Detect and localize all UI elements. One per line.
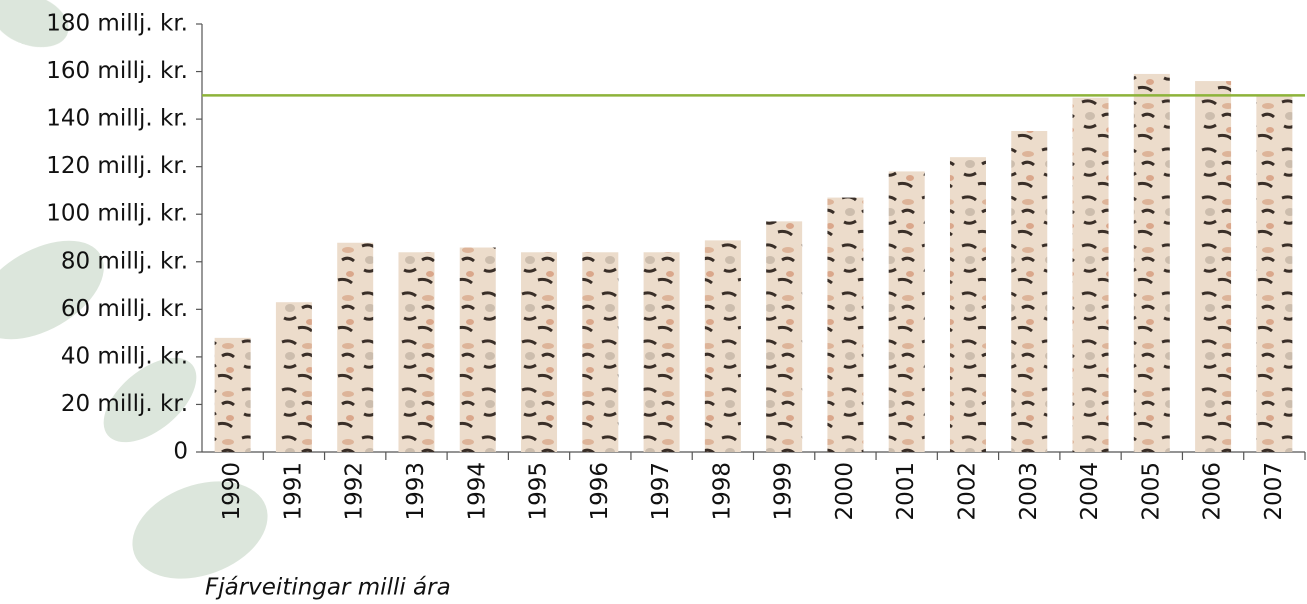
y-tick-label: 60 millj. kr.	[61, 296, 188, 322]
x-tick-label: 1996	[587, 462, 613, 521]
x-tick-label: 1992	[342, 462, 368, 521]
bar	[337, 243, 373, 452]
y-tick-label: 180 millj. kr.	[46, 11, 188, 37]
bar	[1073, 98, 1109, 452]
y-tick-label: 120 millj. kr.	[46, 153, 188, 179]
y-tick-label: 80 millj. kr.	[61, 248, 188, 274]
y-tick-label: 0	[173, 439, 188, 465]
x-axis-title: Fjárveitingar milli ára	[205, 575, 451, 601]
bar	[1195, 81, 1231, 452]
bar	[950, 157, 986, 452]
bar	[215, 338, 251, 452]
y-tick-label: 20 millj. kr.	[61, 391, 188, 417]
x-tick-label: 1998	[709, 462, 735, 521]
x-tick-label: 2002	[954, 462, 980, 521]
x-tick-label: 1990	[219, 462, 245, 521]
bar	[1134, 74, 1170, 452]
bar	[889, 171, 925, 452]
x-tick-label: 2000	[832, 462, 858, 521]
bar	[460, 248, 496, 452]
x-tick-label: 1999	[771, 462, 797, 521]
x-tick-label: 2006	[1200, 462, 1226, 521]
x-tick-label: 1993	[403, 462, 429, 521]
bar	[827, 198, 863, 452]
x-tick-label: 2003	[1016, 462, 1042, 521]
x-tick-label: 1991	[280, 462, 306, 521]
bar	[582, 252, 618, 452]
y-tick-label: 40 millj. kr.	[61, 343, 188, 369]
bar	[1011, 131, 1047, 452]
x-tick-label: 1995	[526, 462, 552, 521]
x-tick-label: 2001	[893, 462, 919, 521]
y-tick-label: 100 millj. kr.	[46, 201, 188, 227]
bar	[644, 252, 680, 452]
bar	[398, 252, 434, 452]
bar	[705, 240, 741, 452]
x-tick-label: 1997	[648, 462, 674, 521]
bar	[766, 221, 802, 452]
x-tick-label: 2007	[1261, 462, 1287, 521]
x-tick-label: 2005	[1138, 462, 1164, 521]
bar	[276, 302, 312, 452]
y-tick-label: 160 millj. kr.	[46, 58, 188, 84]
bar	[1256, 95, 1292, 452]
bar	[521, 252, 557, 452]
chart: Fjárveitingar milli ára 0 20 millj. kr. 40…	[0, 0, 1307, 604]
y-tick-label: 140 millj. kr.	[46, 106, 188, 132]
x-tick-label: 1994	[464, 462, 490, 521]
x-tick-label: 2004	[1077, 462, 1103, 521]
